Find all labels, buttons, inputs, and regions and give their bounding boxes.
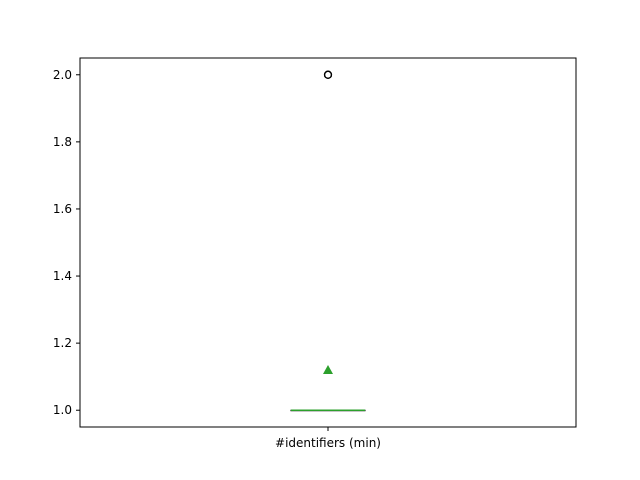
plot-frame: [79, 57, 577, 428]
plot-marks: [290, 70, 366, 412]
y-tick-label: 1.6: [53, 202, 72, 216]
outlier-point: [323, 70, 333, 79]
y-tick-label: 1.2: [53, 336, 72, 350]
y-tick-label: 1.4: [53, 269, 72, 283]
y-axis: 1.0 1.2 1.4 1.6 1.8 2.0: [53, 68, 80, 417]
x-axis: #identifiers (min): [275, 427, 381, 450]
x-tick-label: #identifiers (min): [275, 436, 381, 450]
y-tick-label: 2.0: [53, 68, 72, 82]
y-tick-label: 1.8: [53, 135, 72, 149]
y-tick-label: 1.0: [53, 403, 72, 417]
mean-marker: [323, 364, 333, 374]
